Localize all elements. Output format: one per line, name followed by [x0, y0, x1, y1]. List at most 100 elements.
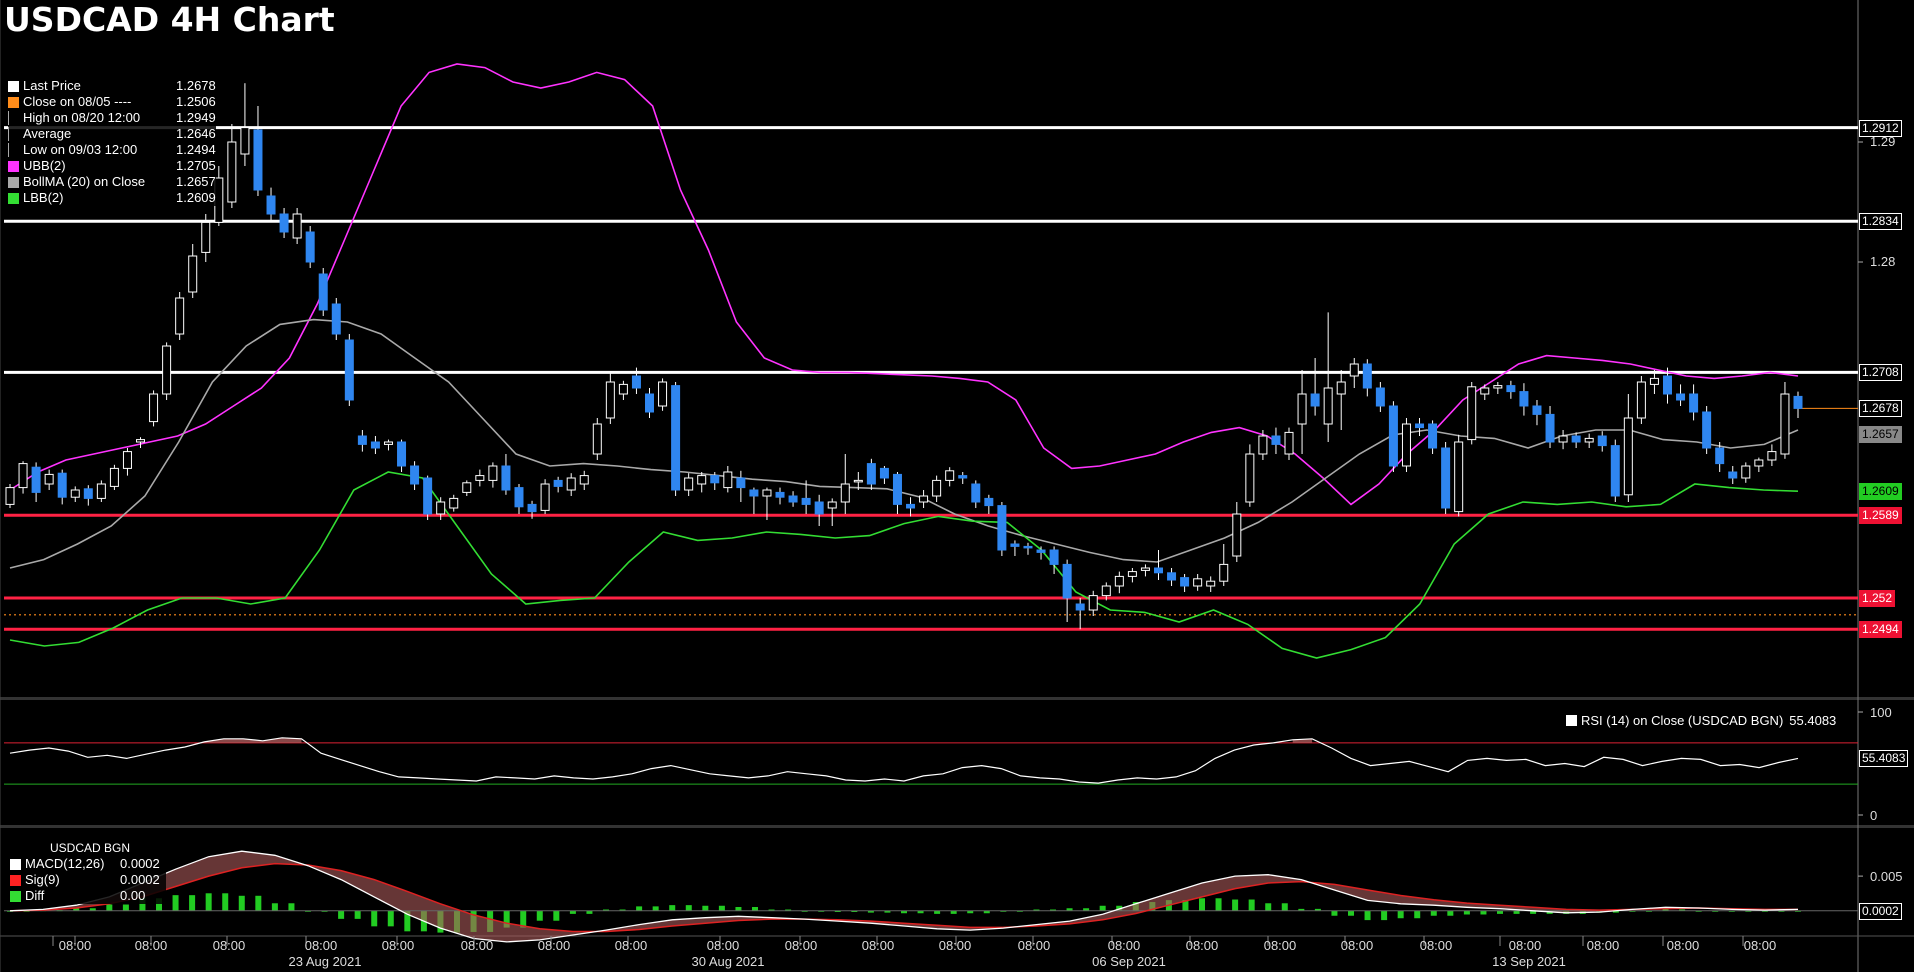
candle-body — [527, 503, 537, 513]
candle-body — [540, 483, 550, 511]
candle-body — [410, 465, 420, 485]
candle-body — [18, 463, 28, 489]
candle-body — [1715, 447, 1725, 465]
candle-body — [1180, 577, 1190, 587]
candle-body — [1167, 572, 1177, 581]
macd-histogram-bar — [1430, 910, 1437, 916]
candle-85 — [1101, 582, 1111, 601]
candle-138 — [1793, 391, 1803, 418]
candle-body — [162, 345, 172, 395]
macd-histogram-bar — [950, 910, 957, 914]
candle-40 — [514, 484, 524, 514]
candle-101 — [1310, 358, 1320, 416]
macd-histogram-bar — [520, 910, 527, 928]
x-tick-label: 08:00 — [1018, 938, 1051, 953]
macd-histogram-bar — [702, 905, 709, 911]
candle-47 — [605, 372, 615, 424]
candle-body — [1375, 387, 1385, 407]
panel-divider-2 — [0, 825, 1914, 828]
candle-133 — [1728, 466, 1738, 484]
candle-72 — [932, 475, 942, 502]
candle-body — [70, 489, 80, 498]
candle-body — [1036, 549, 1046, 553]
candle-77 — [997, 502, 1007, 556]
candle-body — [1049, 549, 1059, 565]
candle-90 — [1167, 568, 1177, 586]
candle-body — [1584, 437, 1594, 443]
candle-82 — [1062, 559, 1072, 622]
candle-23 — [292, 208, 302, 244]
candle-body — [853, 479, 863, 483]
candle-102 — [1323, 312, 1333, 442]
macd-histogram-bar — [1248, 899, 1255, 911]
candle-78 — [1010, 540, 1020, 556]
candle-60 — [775, 487, 785, 505]
candle-body — [879, 467, 889, 479]
legend-row: High on 08/20 12:00 1.2949 — [8, 110, 216, 126]
macd-histogram-bar — [89, 908, 96, 911]
macd-histogram-bar — [1480, 910, 1487, 915]
candle-12 — [149, 390, 159, 427]
macd-panel: 0.005 — [4, 850, 1903, 943]
candle-body — [723, 471, 733, 489]
candle-123 — [1597, 431, 1607, 452]
candle-16 — [201, 214, 211, 262]
legend-value: 1.2609 — [176, 190, 216, 205]
candle-body — [1101, 585, 1111, 597]
legend-value: 0.0002 — [120, 856, 160, 871]
candle-body — [1140, 567, 1150, 571]
candle-61 — [788, 491, 798, 507]
candle-48 — [618, 380, 628, 400]
candle-body — [214, 177, 224, 223]
macd-histogram-bar — [1513, 910, 1520, 914]
candle-body — [788, 495, 798, 503]
candle-body — [1010, 543, 1020, 547]
candle-body — [488, 465, 498, 481]
macd-histogram-bar — [156, 898, 162, 911]
time-axis: 08:00 08:00 08:00 08:00 08:00 08:00 08:00 08:00… — [52, 936, 1776, 969]
candle-body — [1245, 453, 1255, 503]
macd-histogram-bar — [1397, 910, 1404, 919]
candle-body — [1741, 465, 1751, 479]
macd-histogram-bar — [1182, 900, 1189, 911]
candle-body — [5, 487, 15, 505]
candle-104 — [1349, 358, 1359, 388]
candle-15 — [188, 244, 198, 298]
candle-45 — [579, 470, 589, 490]
legend-row: UBB(2) 1.2705 — [8, 158, 216, 174]
candle-body — [188, 255, 198, 293]
candle-114 — [1480, 384, 1490, 400]
candle-body — [631, 375, 641, 389]
legend-swatch — [8, 127, 19, 141]
candle-19 — [240, 83, 250, 166]
candle-body — [710, 475, 720, 484]
candle-81 — [1049, 546, 1059, 574]
legend-label: Diff — [25, 888, 45, 903]
candle-body — [1467, 386, 1477, 441]
x-tick-label: 08:00 — [615, 938, 648, 953]
x-tick-label: 08:00 — [862, 938, 895, 953]
candle-58 — [749, 487, 759, 514]
candle-29 — [370, 436, 380, 454]
candle-body — [357, 435, 367, 445]
macd-histogram-bar — [1662, 909, 1669, 911]
candle-129 — [1676, 384, 1686, 406]
candle-24 — [305, 226, 315, 268]
macd-histogram-bar — [1414, 910, 1421, 919]
legend-value: 1.2705 — [176, 158, 216, 173]
candle-74 — [958, 472, 968, 484]
candle-body — [671, 385, 681, 491]
candle-93 — [1206, 576, 1216, 592]
candle-96 — [1245, 444, 1255, 507]
macd-histogram-bar — [569, 910, 576, 914]
macd-histogram-bar — [735, 907, 742, 911]
legend-label: Average — [23, 126, 72, 141]
x-tick-label: 08:00 — [305, 938, 338, 953]
candle-8 — [96, 480, 106, 502]
candle-body — [1454, 441, 1464, 513]
x-tick-label: 08:00 — [1667, 938, 1700, 953]
candle-83 — [1075, 598, 1085, 630]
rsi-label: RSI (14) on Close (USDCAD BGN) — [1581, 713, 1784, 728]
candle-110 — [1428, 420, 1438, 454]
